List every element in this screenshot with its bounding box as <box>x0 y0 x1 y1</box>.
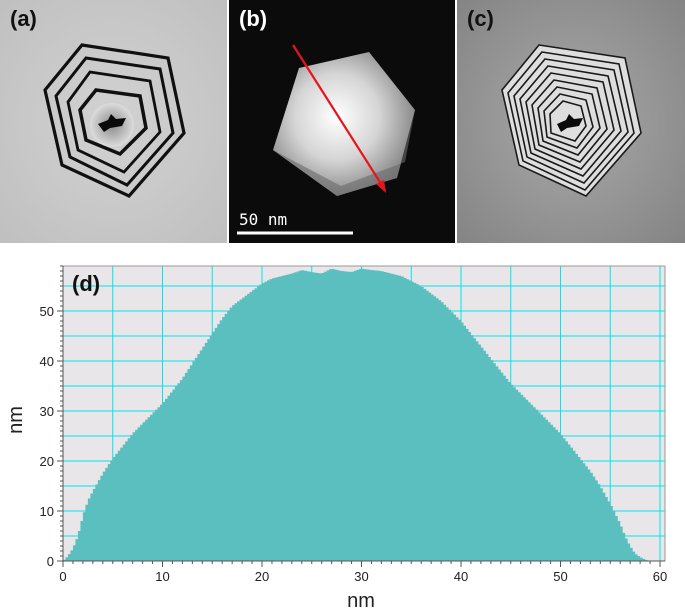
panel-label-b: (b) <box>239 6 268 31</box>
y-tick-label: 0 <box>47 554 54 569</box>
stem-image-b-graphic <box>229 0 455 243</box>
x-tick-label: 20 <box>255 569 269 584</box>
thickness-profile-chart: 0 10 20 30 40 50 60 0 10 20 30 40 50 (d) nm nm <box>5 265 667 612</box>
panel-b-stem-image: (b) 50 nm <box>229 0 455 243</box>
y-tick-label: 10 <box>40 504 54 519</box>
x-axis-label: nm <box>347 590 375 612</box>
y-tick-label: 30 <box>40 404 54 419</box>
phase-contour-c-graphic <box>457 0 685 243</box>
y-tick-label: 20 <box>40 454 54 469</box>
axis-ticks: 0 10 20 30 40 50 60 0 10 20 30 40 50 <box>40 265 667 584</box>
x-tick-label: 50 <box>553 569 567 584</box>
panel-label-c: (c) <box>467 6 494 31</box>
y-tick-label: 50 <box>40 304 54 319</box>
x-tick-label: 10 <box>155 569 169 584</box>
x-tick-label: 60 <box>653 569 667 584</box>
panel-a-phase-contour-image: (a) <box>0 0 227 243</box>
x-tick-label: 40 <box>454 569 468 584</box>
panel-label-d: (d) <box>72 271 100 296</box>
y-tick-label: 40 <box>40 354 54 369</box>
phase-contour-a-graphic <box>0 0 227 243</box>
x-tick-label: 0 <box>59 569 66 584</box>
panel-c-amplified-phase-image: (c) <box>457 0 685 243</box>
line-profile-arrow <box>292 44 386 191</box>
y-axis-label: nm <box>5 406 27 434</box>
x-tick-label: 30 <box>354 569 368 584</box>
arrow-head <box>376 180 386 193</box>
panel-label-a: (a) <box>10 6 37 31</box>
thickness-area <box>63 268 656 561</box>
scale-bar-label: 50 nm <box>239 210 288 229</box>
